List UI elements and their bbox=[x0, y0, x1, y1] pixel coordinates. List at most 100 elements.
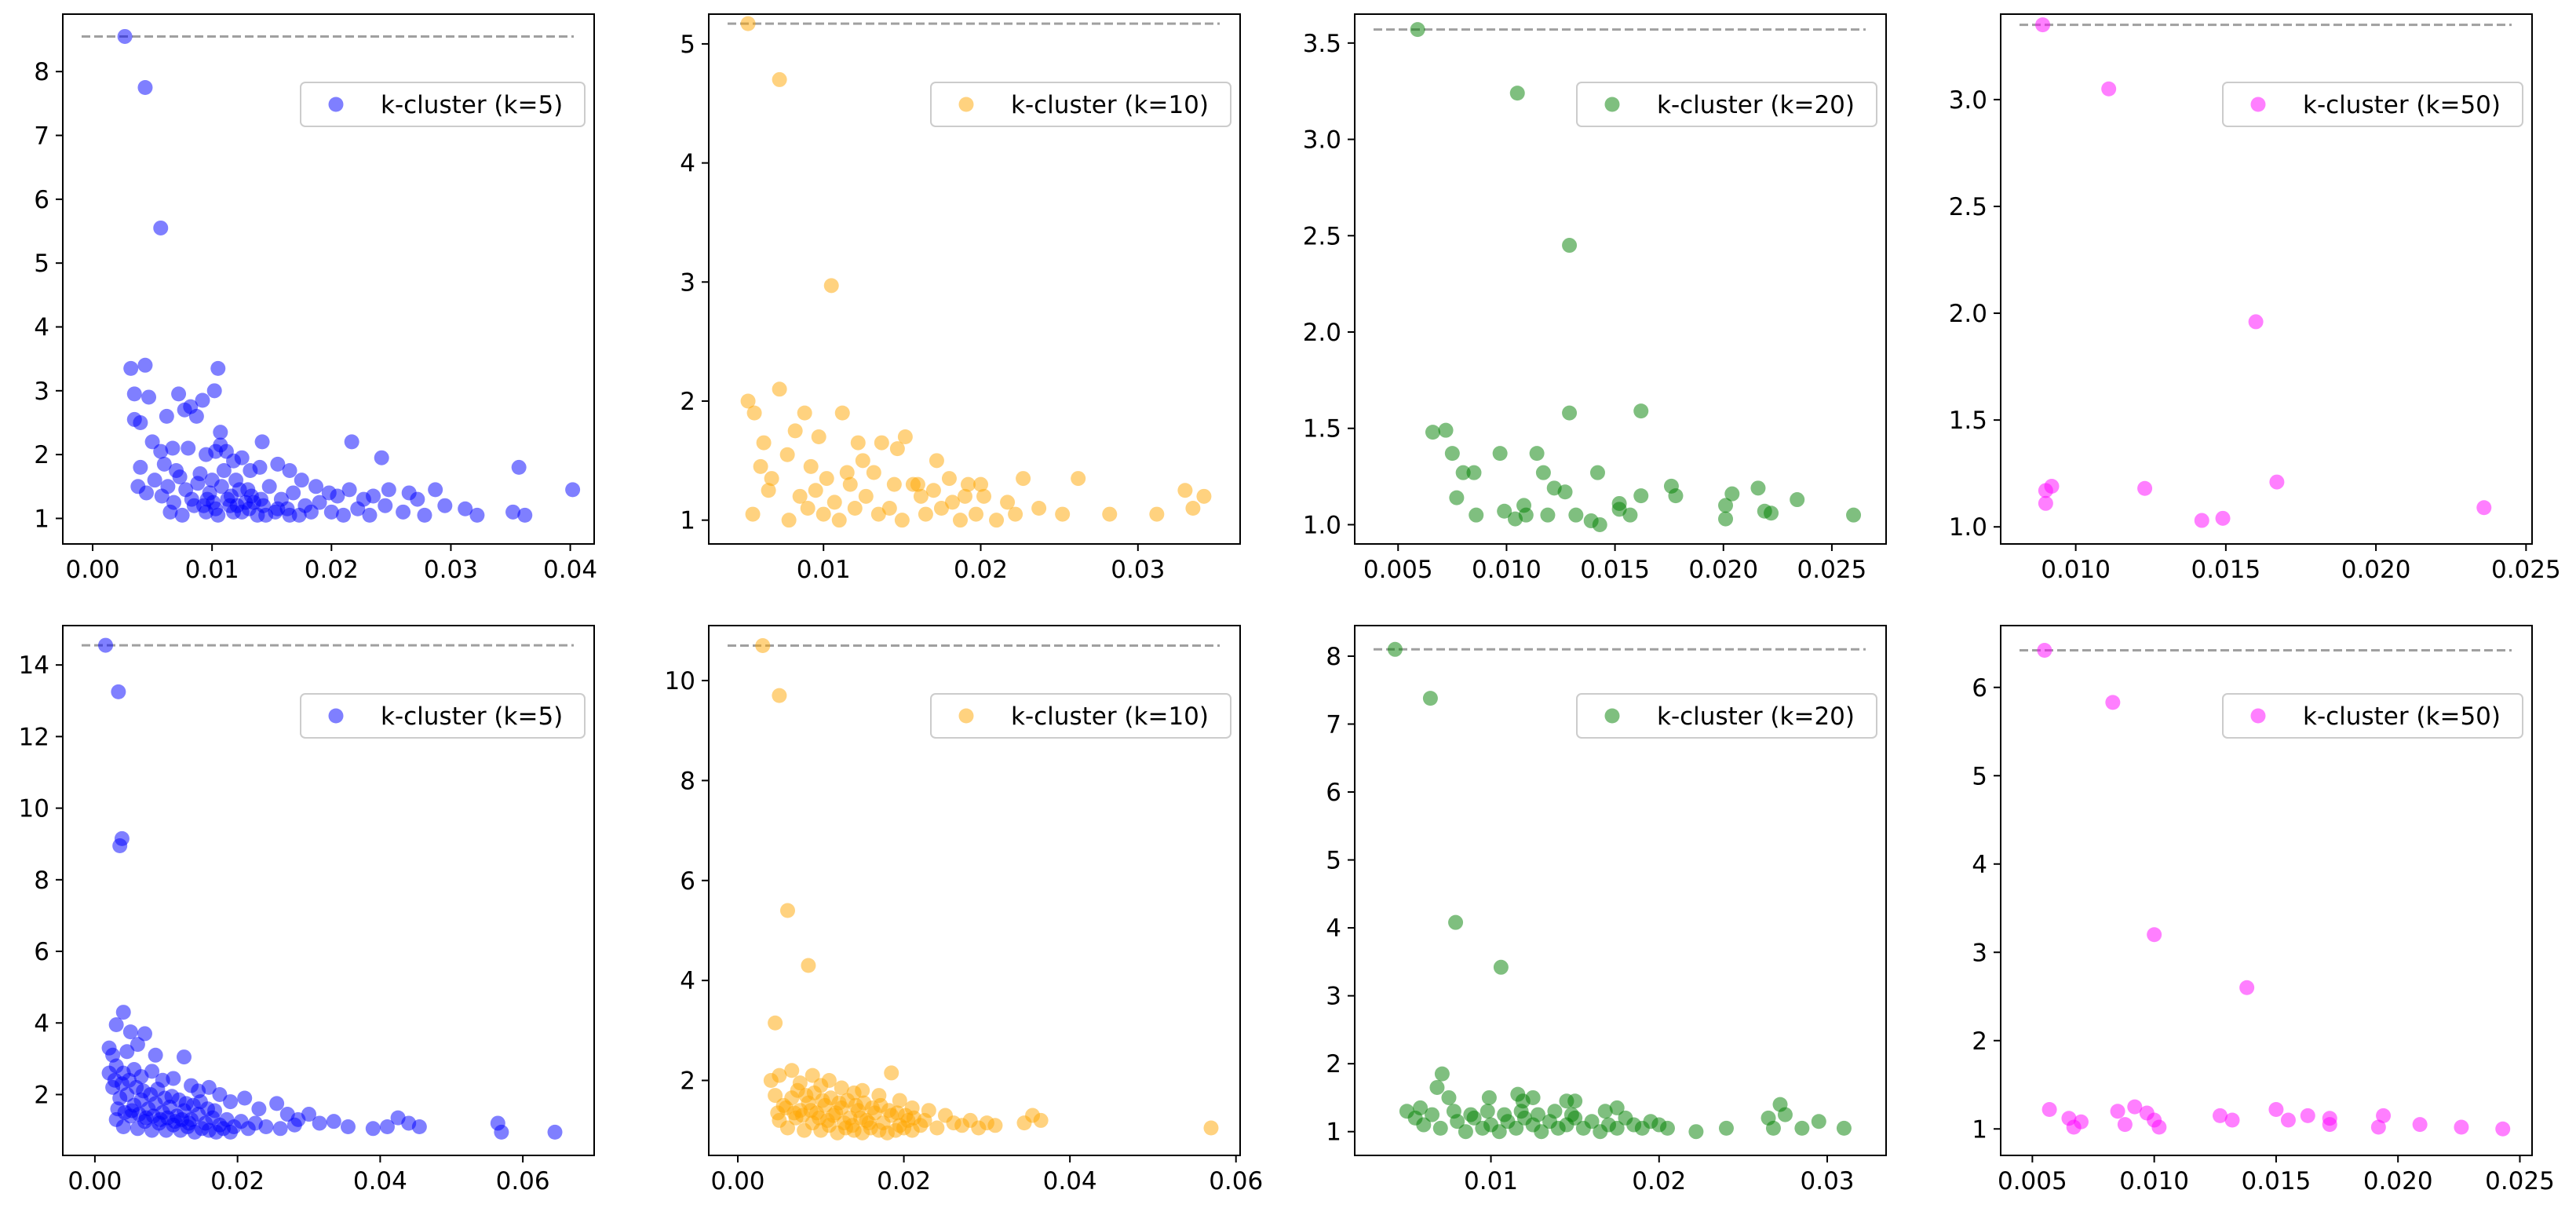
y-tick-label: 2.5 bbox=[1949, 193, 1987, 221]
legend-box bbox=[930, 82, 1231, 127]
data-point bbox=[270, 456, 286, 472]
y-tick-label: 4 bbox=[680, 967, 695, 995]
data-point bbox=[156, 456, 172, 472]
data-point bbox=[1493, 959, 1509, 975]
legend-label: k-cluster (k=10) bbox=[1011, 91, 1209, 119]
data-point bbox=[892, 1093, 907, 1108]
data-point bbox=[130, 1037, 145, 1053]
data-point bbox=[1387, 641, 1403, 657]
data-point bbox=[1547, 1104, 1563, 1119]
data-point bbox=[511, 459, 527, 475]
data-point bbox=[755, 637, 771, 653]
data-point bbox=[241, 501, 257, 516]
data-point bbox=[764, 471, 779, 487]
data-point bbox=[2127, 1099, 2143, 1115]
legend-marker bbox=[328, 708, 344, 724]
data-point bbox=[1794, 1120, 1810, 1136]
data-point bbox=[772, 71, 787, 87]
x-tick-label: 0.00 bbox=[66, 556, 120, 584]
data-point bbox=[108, 1017, 124, 1033]
data-point bbox=[746, 405, 762, 421]
axes-frame bbox=[708, 625, 1241, 1156]
x-tick-label: 0.010 bbox=[2041, 556, 2111, 584]
data-point bbox=[365, 1121, 381, 1137]
data-point bbox=[2041, 1102, 2057, 1117]
data-point bbox=[258, 507, 274, 523]
data-point bbox=[137, 80, 153, 96]
x-tick-label: 0.02 bbox=[305, 556, 359, 584]
x-tick-label: 0.01 bbox=[797, 556, 851, 584]
data-point bbox=[1416, 1117, 1432, 1133]
data-point bbox=[2194, 513, 2209, 528]
data-point bbox=[341, 482, 357, 498]
data-point bbox=[2215, 510, 2231, 526]
data-point bbox=[216, 462, 232, 478]
legend-label: k-cluster (k=10) bbox=[1011, 703, 1209, 731]
axes-frame bbox=[2000, 13, 2533, 545]
data-point bbox=[2038, 495, 2053, 511]
legend-marker bbox=[328, 97, 344, 112]
data-point bbox=[2239, 980, 2255, 995]
data-point bbox=[929, 1120, 945, 1136]
y-tick-label: 5 bbox=[1326, 847, 1341, 875]
data-point bbox=[1529, 446, 1545, 462]
data-point bbox=[270, 501, 286, 516]
data-point bbox=[133, 414, 148, 430]
data-point bbox=[201, 1079, 217, 1095]
data-point bbox=[929, 453, 944, 469]
data-point bbox=[1425, 425, 1440, 440]
data-point bbox=[819, 471, 834, 487]
data-point bbox=[210, 507, 226, 523]
data-point bbox=[740, 16, 756, 31]
y-tick-label: 5 bbox=[34, 250, 49, 278]
x-tick-label: 0.04 bbox=[1043, 1167, 1097, 1195]
data-point bbox=[1016, 471, 1031, 487]
data-point bbox=[803, 458, 819, 474]
y-tick-label: 4 bbox=[34, 313, 49, 341]
data-point bbox=[1811, 1114, 1826, 1130]
data-point bbox=[1000, 495, 1016, 510]
data-point bbox=[1481, 1089, 1497, 1105]
data-point bbox=[1592, 516, 1607, 532]
data-point bbox=[1562, 238, 1578, 254]
data-point bbox=[133, 459, 148, 475]
data-point bbox=[925, 483, 941, 498]
data-point bbox=[147, 473, 162, 488]
data-point bbox=[160, 479, 176, 495]
data-point bbox=[119, 1044, 135, 1060]
data-point bbox=[1534, 1124, 1549, 1140]
data-point bbox=[176, 1049, 192, 1065]
data-point bbox=[181, 1115, 197, 1131]
data-point bbox=[952, 513, 968, 528]
x-tick-label: 0.02 bbox=[1632, 1167, 1686, 1195]
data-point bbox=[323, 504, 339, 520]
data-point bbox=[396, 504, 411, 520]
legend: k-cluster (k=5) bbox=[300, 693, 586, 739]
x-tick-label: 0.020 bbox=[1688, 556, 1758, 584]
data-point bbox=[897, 429, 913, 444]
data-point bbox=[223, 1124, 239, 1140]
x-tick-label: 0.025 bbox=[2491, 556, 2561, 584]
data-point bbox=[1466, 465, 1482, 480]
data-point bbox=[137, 357, 153, 373]
data-point bbox=[240, 482, 256, 498]
data-point bbox=[181, 440, 196, 456]
legend-marker bbox=[1604, 708, 1620, 724]
data-point bbox=[2280, 1112, 2296, 1128]
data-point bbox=[1516, 498, 1532, 513]
data-point bbox=[1455, 465, 1471, 480]
data-point bbox=[1497, 503, 1512, 519]
data-point bbox=[944, 495, 960, 510]
y-tick-label: 4 bbox=[34, 1009, 49, 1038]
data-point bbox=[855, 453, 870, 469]
data-point bbox=[362, 507, 378, 523]
data-point bbox=[312, 1115, 327, 1131]
data-point bbox=[1633, 488, 1649, 504]
data-point bbox=[808, 483, 823, 498]
y-tick-label: 10 bbox=[19, 795, 49, 823]
data-point bbox=[768, 1015, 783, 1031]
data-point bbox=[1444, 446, 1460, 462]
data-point bbox=[204, 473, 220, 488]
data-point bbox=[1790, 492, 1805, 508]
data-point bbox=[1434, 1066, 1450, 1082]
